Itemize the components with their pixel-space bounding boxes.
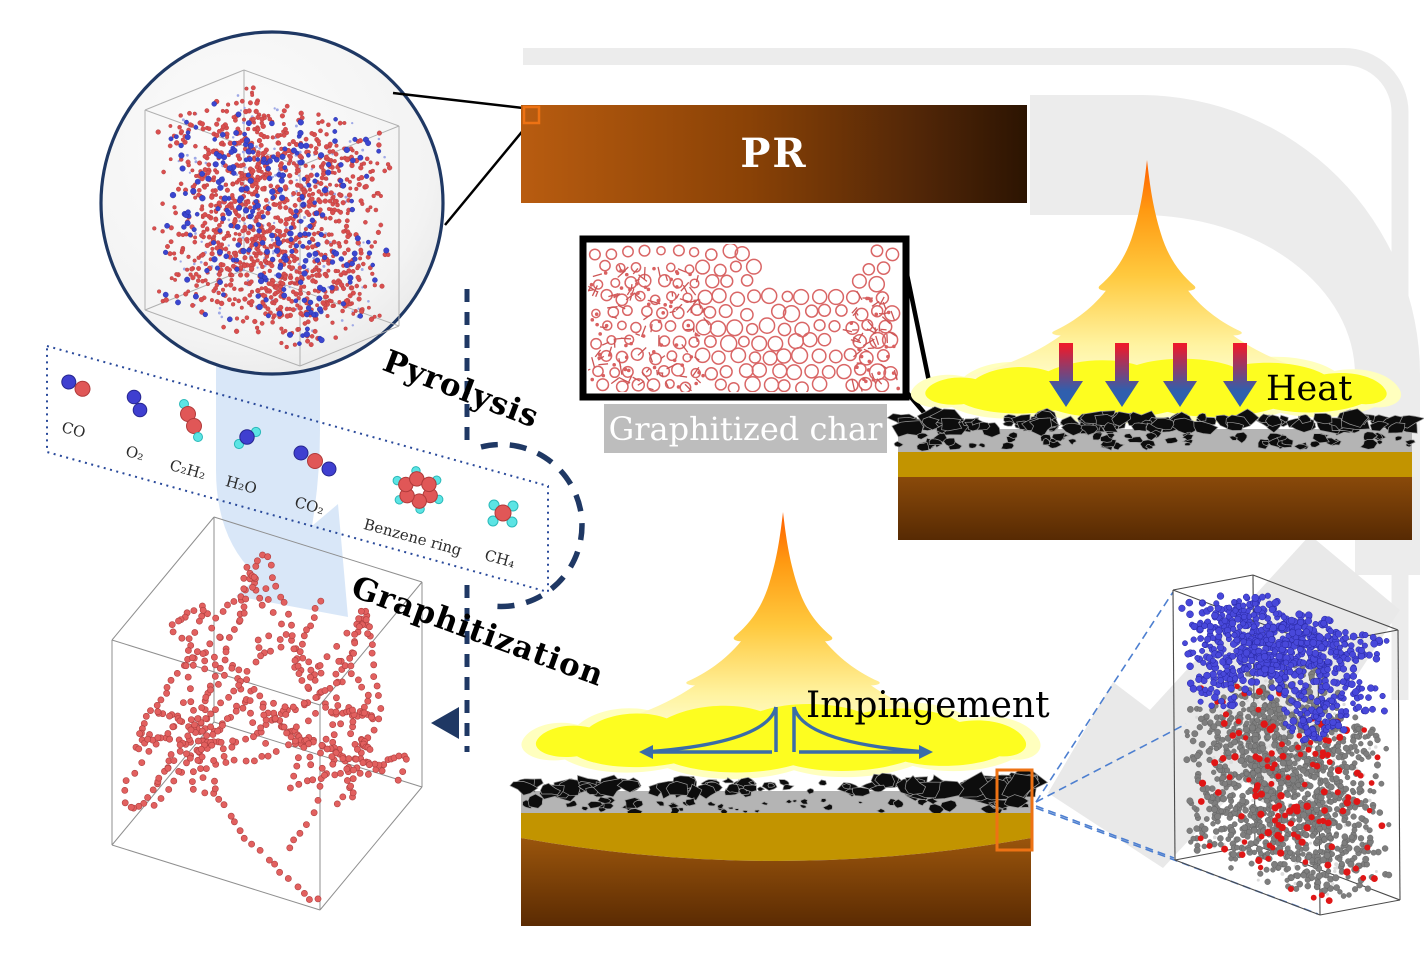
molecule-CH4-icon: [487, 499, 519, 528]
molecule-CO2-icon: [293, 445, 337, 477]
heat-arrow-icon: [1223, 343, 1257, 407]
molecule-H2O-icon: [233, 426, 262, 450]
resin-zoom-circle: [99, 30, 445, 376]
char-layer-strip: [521, 791, 1031, 813]
velocity-profile-arrows: [639, 706, 933, 759]
graphitized-char-mesh: [588, 244, 901, 392]
zoom-callout-lines: [392, 91, 531, 226]
heat-label: Heat: [1266, 369, 1353, 409]
molecule-label-O2: O₂: [123, 442, 147, 465]
impingement-scene: [509, 512, 1049, 926]
heat-arrow-icon: [1105, 343, 1139, 407]
substrate-brown-layer: [898, 477, 1412, 540]
graphitized-char-atoms: [121, 551, 410, 903]
graphitized-char-label: Graphitized char: [604, 404, 887, 453]
char-layer-particles: [886, 406, 1424, 452]
cycle-arrowhead-icon: [431, 707, 459, 739]
heat-flux-arrows: [1049, 343, 1257, 407]
sample-zoom-rect: [995, 768, 1034, 852]
impingement-label: Impingement: [806, 685, 1050, 726]
substrate-gold-layer: [898, 452, 1412, 477]
molecule-CO-icon: [61, 374, 91, 397]
impingement-sim-atoms: [1178, 592, 1393, 904]
molecule-benzene-icon: [392, 466, 444, 514]
graphitized-char-figure: [579, 235, 942, 432]
magnifier-square-icon: [522, 105, 541, 125]
pyrolysis-sim-atoms: [152, 85, 393, 350]
graphitization-sim-box: [111, 516, 423, 911]
pr-label: PR: [740, 130, 808, 177]
molecule-O2-icon: [126, 389, 148, 418]
molecule-C2H2-icon: [179, 399, 203, 442]
impingement-sim-box: [1172, 574, 1401, 916]
substrate-gold-layer: [521, 813, 1031, 861]
heat-arrow-icon: [1049, 343, 1083, 407]
cycle-dashed-path: [431, 289, 585, 752]
char-layer-particles: [509, 769, 1049, 817]
heat-arrow-icon: [1163, 343, 1197, 407]
molecule-legend-box: [46, 344, 549, 594]
substrate-brown-layer: [521, 838, 1031, 926]
pr-bar: [521, 105, 1027, 203]
heat-scene: [886, 160, 1424, 540]
